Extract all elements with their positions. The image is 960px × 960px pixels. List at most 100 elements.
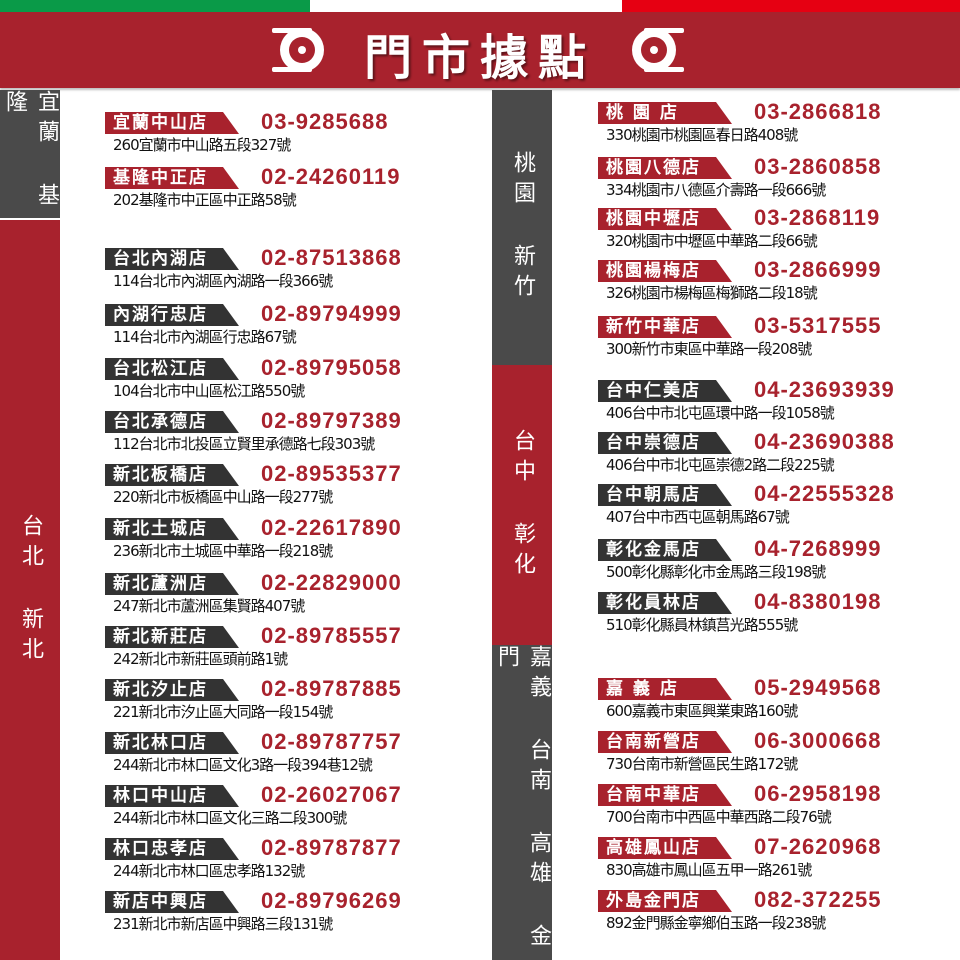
- store-phone: 02-22617890: [261, 515, 402, 540]
- flag-stripe-red: [622, 0, 960, 12]
- store-address: 500彰化縣彰化市金馬路三段198號: [606, 563, 826, 581]
- store-address: 114台北市內湖區行忠路67號: [113, 328, 297, 346]
- store-name-tag: 台南中華店: [598, 784, 732, 806]
- store-name-tag: 台中朝馬店: [598, 484, 732, 506]
- store-address: 236新北市土城區中華路一段218號: [113, 542, 333, 560]
- store-address: 244新北市林口區文化三路二段300號: [113, 809, 347, 827]
- store-name-tag: 台中仁美店: [598, 380, 732, 402]
- store-phone: 03-2866999: [754, 257, 882, 282]
- store-phone: 02-24260119: [261, 164, 401, 189]
- store-address: 326桃園市楊梅區梅獅路二段18號: [606, 284, 818, 302]
- header-banner: 門市據點: [0, 12, 960, 88]
- store-address: 406台中市北屯區環中路一段1058號: [606, 404, 835, 422]
- page-title: 門市據點: [363, 30, 596, 86]
- store-phone: 03-2868119: [754, 205, 881, 230]
- store-phone: 02-89787757: [261, 729, 402, 754]
- store-address: 334桃園市八德區介壽路一段666號: [606, 181, 826, 199]
- store-name-tag: 桃園八德店: [598, 157, 732, 179]
- store-address: 220新北市板橋區中山路一段277號: [113, 488, 333, 506]
- store-name-tag: 台南新營店: [598, 731, 732, 753]
- store-address: 247新北市蘆洲區集賢路407號: [113, 597, 305, 615]
- store-phone: 07-2620968: [754, 834, 882, 859]
- store-address: 830高雄市鳳山區五甲一路261號: [606, 861, 812, 879]
- store-phone: 02-26027067: [261, 782, 402, 807]
- store-phone: 03-2860858: [754, 154, 882, 179]
- store-name-tag: 台北松江店: [105, 358, 239, 380]
- store-phone: 02-89785557: [261, 623, 402, 648]
- store-phone: 02-89787885: [261, 676, 402, 701]
- store-address: 231新北市新店區中興路三段131號: [113, 915, 333, 933]
- store-address: 244新北市林口區文化3路一段394巷12號: [113, 756, 373, 774]
- store-phone: 03-5317555: [754, 313, 882, 338]
- store-name-tag: 桃園楊梅店: [598, 260, 732, 282]
- store-name-tag: 新北新莊店: [105, 626, 239, 648]
- store-name-tag: 台北承德店: [105, 411, 239, 433]
- store-name-tag: 彰化金馬店: [598, 539, 732, 561]
- store-name-tag: 新北汐止店: [105, 679, 239, 701]
- flag-stripe-green: [0, 0, 310, 12]
- store-address: 112台北市北投區立賢里承德路七段303號: [113, 435, 375, 453]
- store-name-tag: 林口忠孝店: [105, 838, 239, 860]
- store-address: 320桃園市中壢區中華路二段66號: [606, 232, 818, 250]
- store-address: 892金門縣金寧鄉伯玉路一段238號: [606, 914, 826, 932]
- store-name-tag: 彰化員林店: [598, 592, 732, 614]
- region-yilan-keelung: 宜蘭 基隆: [0, 90, 60, 218]
- store-name-tag: 林口中山店: [105, 785, 239, 807]
- store-phone: 02-89535377: [261, 461, 402, 486]
- store-name-tag: 新北蘆洲店: [105, 573, 239, 595]
- store-phone: 04-8380198: [754, 589, 882, 614]
- store-name-tag: 台北內湖店: [105, 248, 239, 270]
- store-phone: 02-89797389: [261, 408, 402, 433]
- store-name-tag: 桃園中壢店: [598, 208, 732, 230]
- store-phone: 02-89794999: [261, 301, 402, 326]
- store-name-tag: 內湖行忠店: [105, 304, 239, 326]
- store-phone: 02-22829000: [261, 570, 402, 595]
- region-taoyuan-hsinchu: 桃園 新竹: [492, 90, 552, 365]
- store-phone: 04-23690388: [754, 429, 895, 454]
- store-phone: 03-2866818: [754, 99, 882, 124]
- store-name-tag: 外島金門店: [598, 890, 732, 912]
- store-address: 104台北市中山區松江路550號: [113, 382, 305, 400]
- store-address: 300新竹市東區中華路一段208號: [606, 340, 812, 358]
- store-name-tag: 基隆中正店: [105, 167, 239, 189]
- flag-stripe-white: [310, 0, 622, 12]
- store-address: 510彰化縣員林鎮莒光路555號: [606, 616, 798, 634]
- store-phone: 04-22555328: [754, 481, 895, 506]
- store-address: 700台南市中西區中華西路二段76號: [606, 808, 832, 826]
- store-phone: 03-9285688: [261, 109, 389, 134]
- store-phone: 04-7268999: [754, 536, 882, 561]
- store-name-tag: 宜蘭中山店: [105, 112, 239, 134]
- store-address: 407台中市西屯區朝馬路67號: [606, 508, 790, 526]
- store-phone: 02-89787877: [261, 835, 402, 860]
- store-name-tag: 嘉 義 店: [598, 678, 732, 700]
- store-address: 114台北市內湖區內湖路一段366號: [113, 272, 333, 290]
- store-name-tag: 桃 園 店: [598, 102, 732, 124]
- store-phone: 02-89796269: [261, 888, 402, 913]
- store-name-tag: 新北板橋店: [105, 464, 239, 486]
- store-address: 330桃園市桃園區春日路408號: [606, 126, 798, 144]
- store-phone: 02-87513868: [261, 245, 402, 270]
- store-name-tag: 新竹中華店: [598, 316, 732, 338]
- store-phone: 06-3000668: [754, 728, 882, 753]
- store-address: 221新北市汐止區大同路一段154號: [113, 703, 333, 721]
- store-name-tag: 高雄鳳山店: [598, 837, 732, 859]
- store-phone: 06-2958198: [754, 781, 882, 806]
- region-taipei-newtaipei: 台北 新北: [0, 220, 60, 960]
- store-name-tag: 台中崇德店: [598, 432, 732, 454]
- store-address: 260宜蘭市中山路五段327號: [113, 136, 291, 154]
- store-name-tag: 新北土城店: [105, 518, 239, 540]
- tire-icon: [632, 28, 684, 72]
- store-address: 242新北市新莊區頭前路1號: [113, 650, 288, 668]
- store-address: 406台中市北屯區崇德2路二段225號: [606, 456, 835, 474]
- store-phone: 05-2949568: [754, 675, 882, 700]
- store-address: 600嘉義市東區興業東路160號: [606, 702, 798, 720]
- store-address: 202基隆市中正區中正路58號: [113, 191, 297, 209]
- region-south: 嘉義 台南 高雄 金門: [492, 645, 552, 960]
- region-taichung-changhua: 台中 彰化: [492, 365, 552, 645]
- store-address: 244新北市林口區忠孝路132號: [113, 862, 305, 880]
- store-phone: 082-372255: [754, 887, 882, 912]
- store-phone: 04-23693939: [754, 377, 895, 402]
- tire-icon: [272, 28, 324, 72]
- store-phone: 02-89795058: [261, 355, 402, 380]
- store-name-tag: 新北林口店: [105, 732, 239, 754]
